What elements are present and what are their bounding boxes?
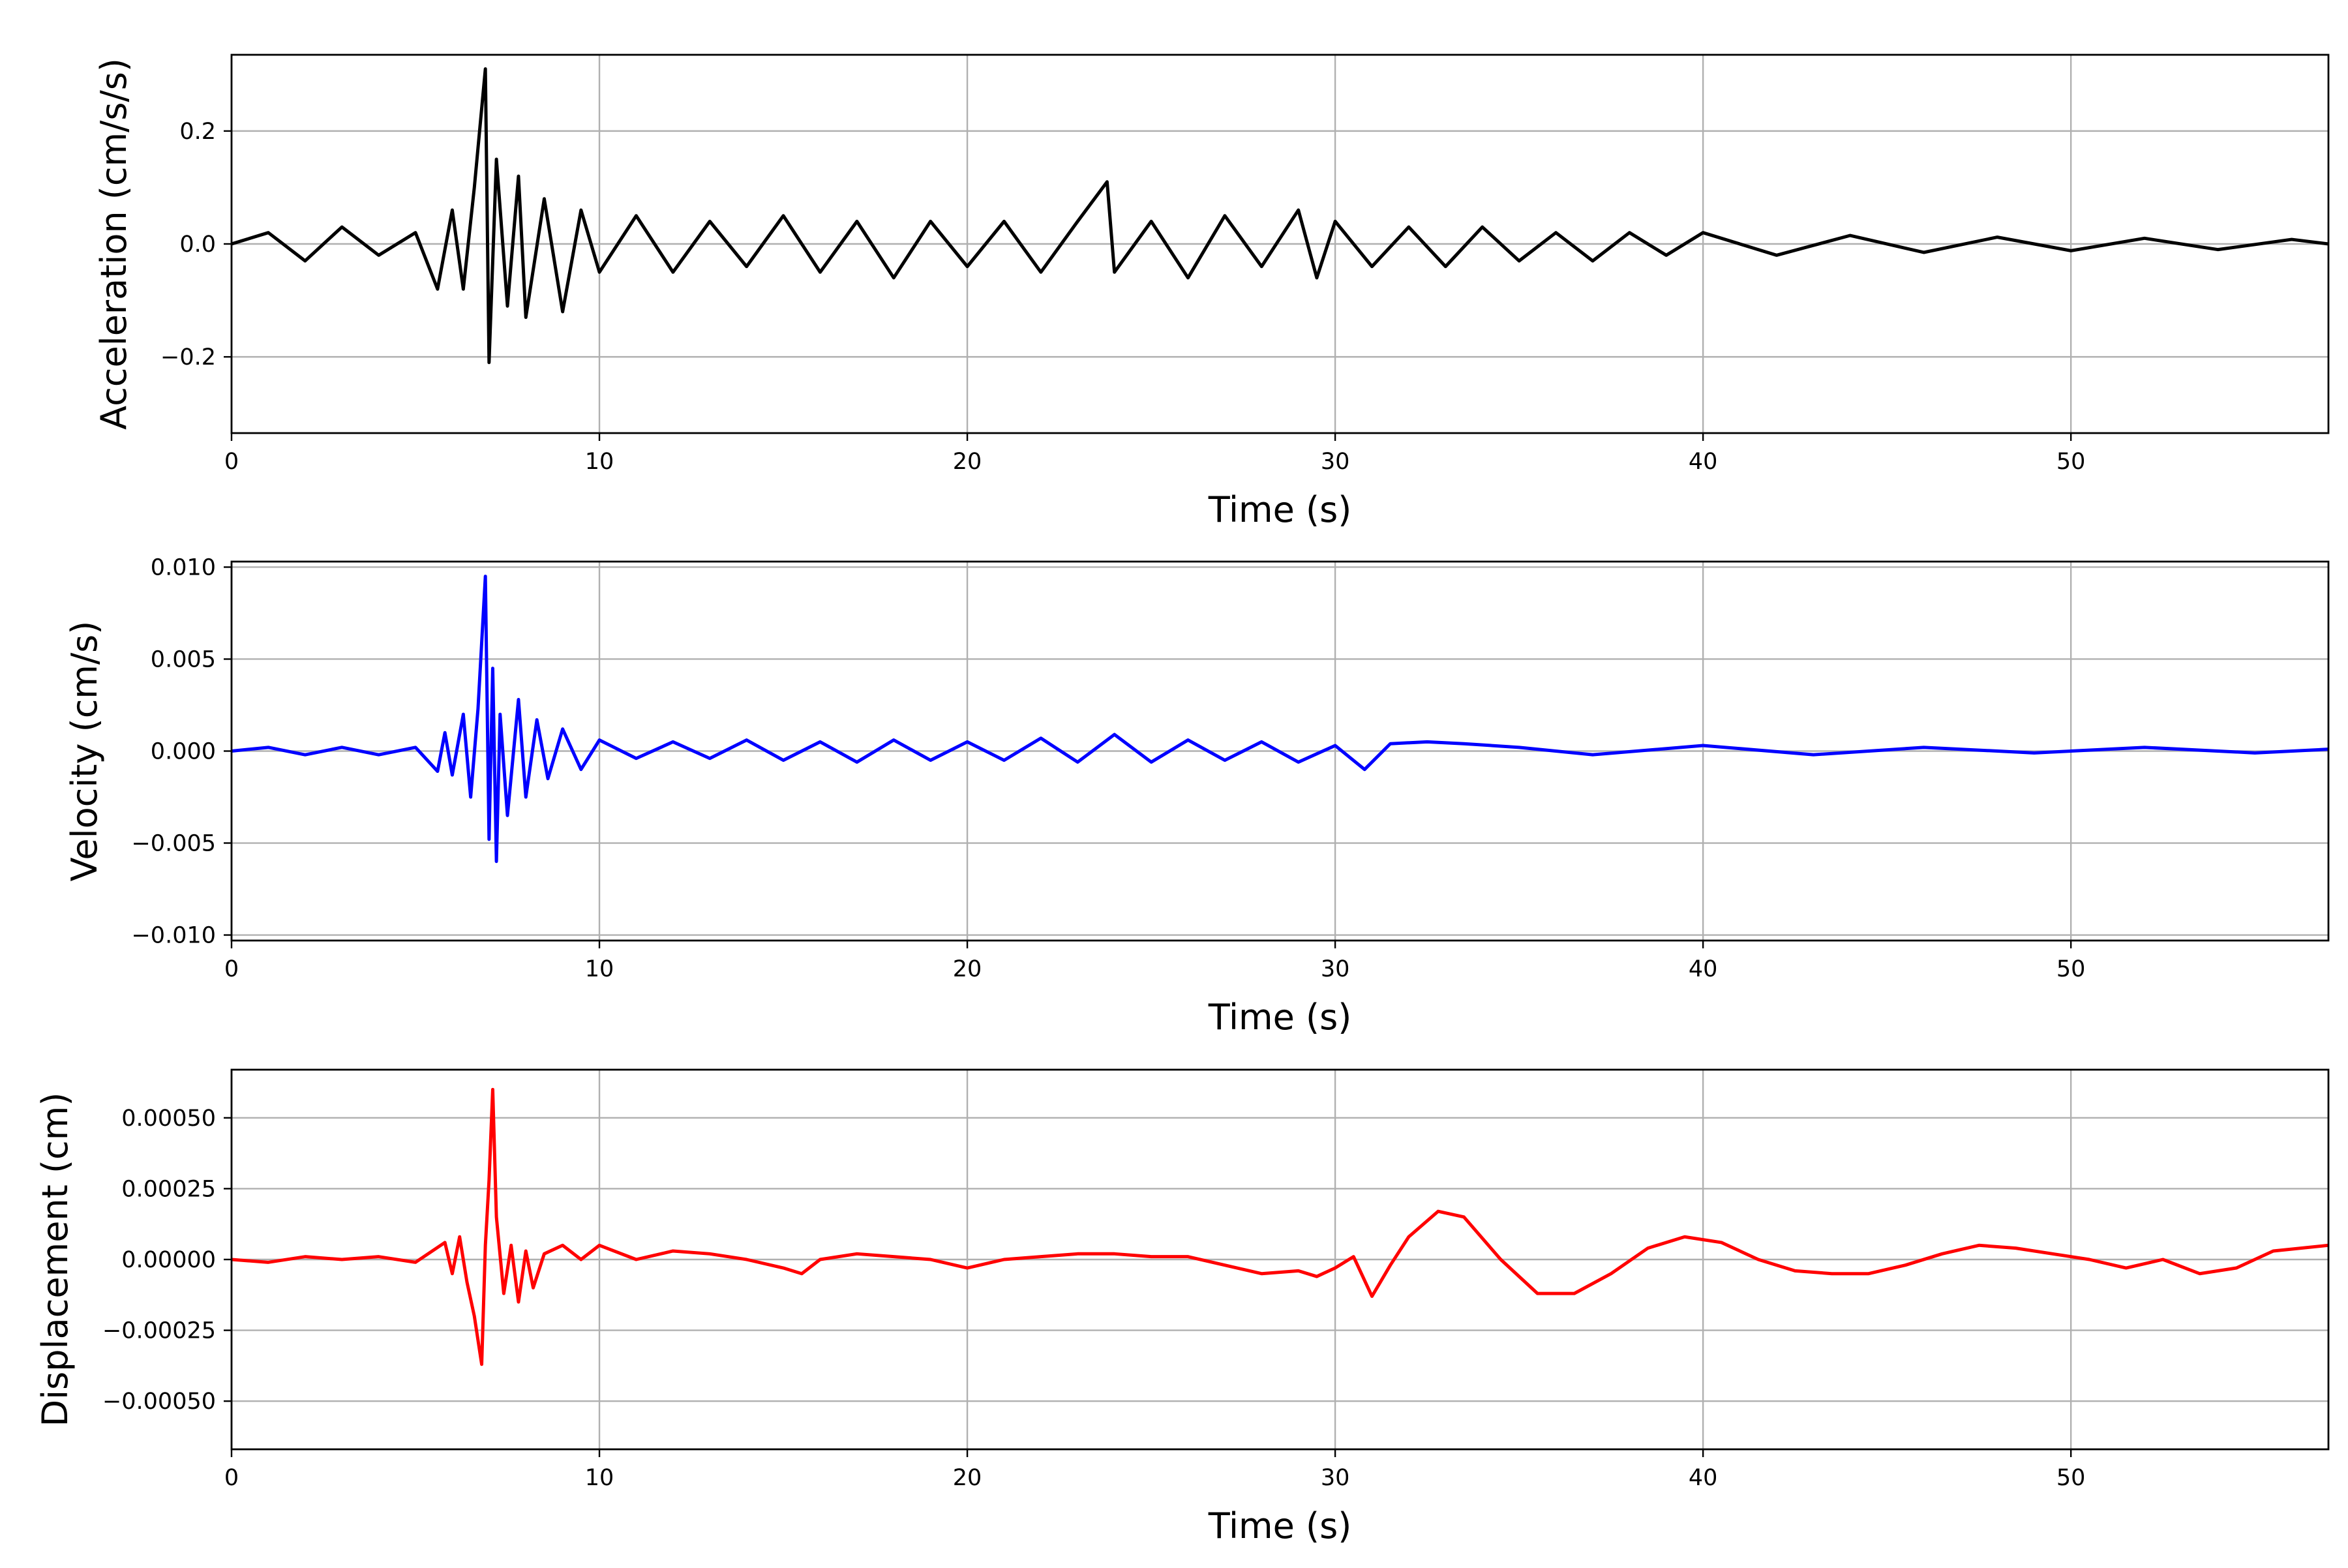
acceleration-x-tick-label: 0 <box>224 449 239 475</box>
acceleration-series-line <box>232 67 2328 365</box>
velocity-y-tick-label: 0.000 <box>151 739 216 765</box>
acceleration-x-tick-label: 40 <box>1689 449 1718 475</box>
acceleration-y-axis-label: Acceleration (cm/s/s) <box>93 58 134 430</box>
acceleration-y-tick-label: 0.2 <box>179 119 216 145</box>
displacement-series-line <box>232 1087 2328 1366</box>
velocity-x-axis-label: Time (s) <box>1208 997 1352 1038</box>
velocity-y-tick-label: 0.010 <box>151 554 216 580</box>
displacement-x-tick-label: 40 <box>1689 1465 1718 1491</box>
acceleration-y-tick-label: 0.0 <box>179 232 216 258</box>
displacement-x-axis-label: Time (s) <box>1208 1505 1352 1546</box>
displacement-y-tick-label: −0.00025 <box>102 1318 216 1344</box>
displacement-y-tick-label: 0.00050 <box>121 1106 216 1132</box>
displacement-y-tick-label: 0.00000 <box>121 1247 216 1273</box>
velocity-y-tick-label: 0.005 <box>151 646 216 672</box>
displacement-x-tick-label: 0 <box>224 1465 239 1491</box>
acceleration-panel: 0 10 20 30 40 50 0.2 0.0 −0.2 Time (s) Acceleratio… <box>93 53 2330 530</box>
velocity-y-tick-label: −0.010 <box>131 923 216 949</box>
displacement-y-axis-label: Displacement (cm) <box>35 1093 76 1427</box>
displacement-x-tick-label: 50 <box>2056 1465 2086 1491</box>
velocity-y-tick-label: −0.005 <box>131 831 216 857</box>
displacement-panel: 0 10 20 30 40 50 0.00050 0.00025 0.00000 −0.00025… <box>35 1068 2330 1546</box>
acceleration-x-tick-label: 10 <box>585 449 614 475</box>
velocity-x-tick-label: 0 <box>224 956 239 982</box>
displacement-x-tick-label: 10 <box>585 1465 614 1491</box>
velocity-y-axis-label: Velocity (cm/s) <box>64 621 105 882</box>
acceleration-x-axis-label: Time (s) <box>1208 489 1352 530</box>
acceleration-x-tick-label: 20 <box>953 449 982 475</box>
acceleration-y-tick-label: −0.2 <box>160 344 216 370</box>
velocity-panel: 0 10 20 30 40 50 0.010 0.005 0.000 −0.005 −0.010 Ti… <box>64 554 2330 1038</box>
velocity-x-tick-label: 50 <box>2056 956 2086 982</box>
velocity-x-tick-label: 10 <box>585 956 614 982</box>
displacement-x-tick-label: 20 <box>953 1465 982 1491</box>
velocity-x-tick-label: 40 <box>1689 956 1718 982</box>
velocity-series-line <box>232 575 2328 864</box>
displacement-x-tick-label: 30 <box>1321 1465 1350 1491</box>
velocity-x-tick-label: 20 <box>953 956 982 982</box>
displacement-y-tick-label: 0.00025 <box>121 1176 216 1202</box>
velocity-x-tick-label: 30 <box>1321 956 1350 982</box>
acceleration-x-tick-label: 30 <box>1321 449 1350 475</box>
acceleration-x-tick-label: 50 <box>2056 449 2086 475</box>
displacement-y-tick-label: −0.00050 <box>102 1389 216 1415</box>
